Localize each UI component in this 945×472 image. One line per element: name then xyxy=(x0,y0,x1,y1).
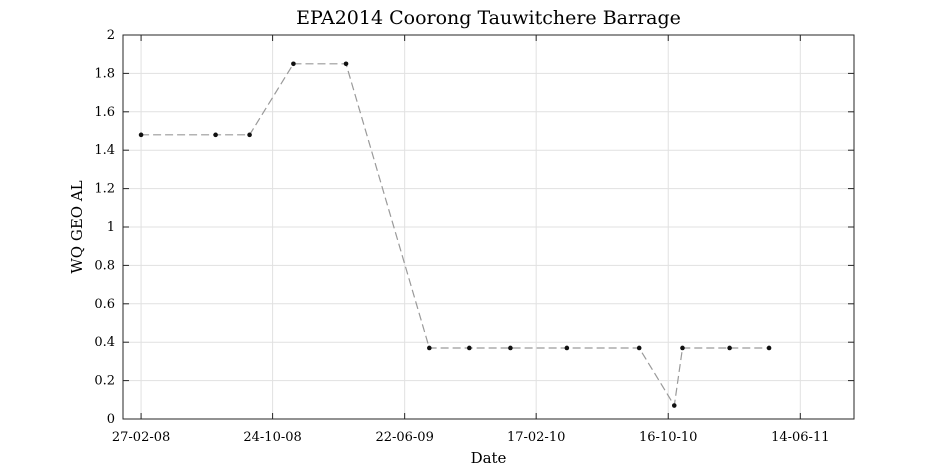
data-point xyxy=(636,345,642,351)
data-point xyxy=(508,345,513,351)
x-tick-label: 27-02-08 xyxy=(112,430,170,445)
data-point xyxy=(138,132,144,138)
y-tick-label: 0.2 xyxy=(94,374,115,389)
y-tick-label: 1.8 xyxy=(94,66,115,81)
data-point xyxy=(213,132,218,138)
series-points xyxy=(138,61,772,408)
x-tick-label: 14-06-11 xyxy=(771,430,829,445)
data-point xyxy=(671,403,677,408)
y-tick-label: 0.4 xyxy=(94,335,115,350)
data-point xyxy=(467,345,472,351)
data-point xyxy=(247,132,252,138)
y-tick-label: 1.4 xyxy=(94,143,115,158)
grid-lines xyxy=(123,34,854,420)
y-tick-label: 1 xyxy=(107,220,115,235)
axis-ticks xyxy=(123,34,854,420)
chart-title: EPA2014 Coorong Tauwitchere Barrage xyxy=(296,7,681,29)
y-tick-label: 0.6 xyxy=(94,297,115,312)
x-tick-label: 16-10-10 xyxy=(639,430,697,445)
data-point xyxy=(766,345,772,351)
series-line xyxy=(141,63,770,408)
y-tick-label: 1.2 xyxy=(94,182,115,197)
x-tick-label: 24-10-08 xyxy=(243,430,301,445)
y-tick-label: 0.8 xyxy=(94,258,115,273)
x-axis-label: Date xyxy=(471,449,507,467)
x-tick-label: 17-02-10 xyxy=(507,430,565,445)
data-point xyxy=(343,61,349,67)
y-axis-label: WQ GEO AL xyxy=(68,180,86,273)
data-point xyxy=(564,345,570,351)
data-point xyxy=(727,345,732,351)
data-point xyxy=(427,345,432,351)
x-tick-label: 22-06-09 xyxy=(375,430,433,445)
y-tick-label: 1.6 xyxy=(94,105,115,120)
tick-labels: 0 0.2 0.4 0.6 0.8 1 1.2 1.4 1.6 1.8 2 27-02-08 24-10… xyxy=(94,28,829,445)
y-tick-label: 2 xyxy=(107,28,115,43)
y-tick-label: 0 xyxy=(107,412,115,427)
data-point xyxy=(291,61,296,67)
data-point xyxy=(680,345,685,351)
